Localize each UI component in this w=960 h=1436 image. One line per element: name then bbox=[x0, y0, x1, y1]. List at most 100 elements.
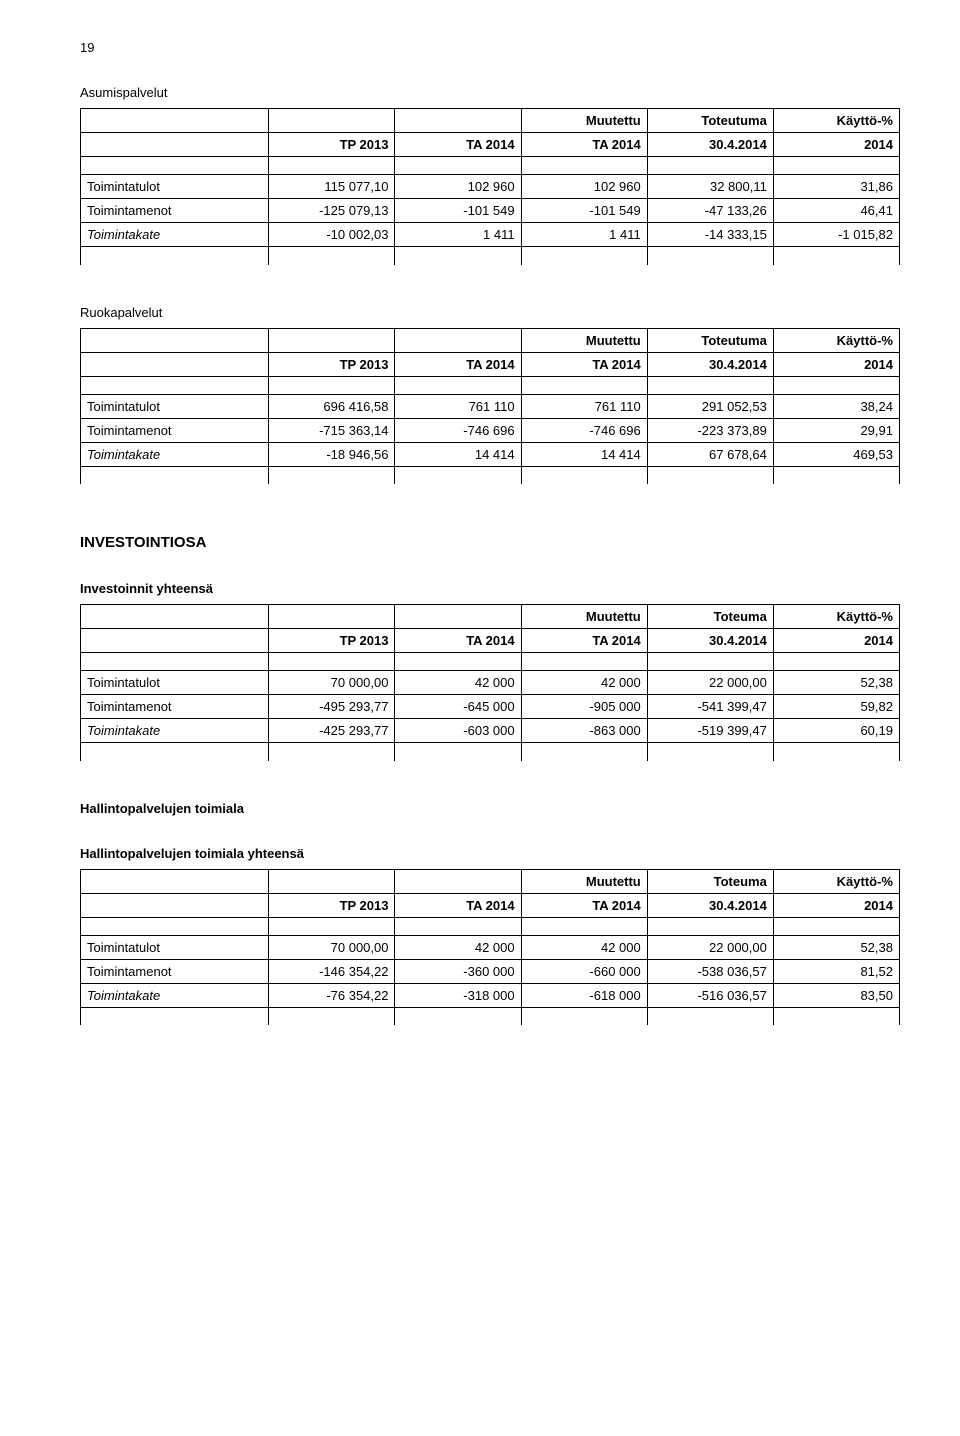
hdr-tp2013-top bbox=[269, 109, 395, 133]
cell: -660 000 bbox=[521, 959, 647, 983]
cell: -1 015,82 bbox=[773, 223, 899, 247]
table-header-row: Muutettu Toteuma Käyttö-% bbox=[81, 869, 900, 893]
hdr: 30.4.2014 bbox=[647, 893, 773, 917]
hdr-blank bbox=[81, 869, 269, 893]
hdr-tp2013: TP 2013 bbox=[269, 133, 395, 157]
cell: 761 110 bbox=[521, 394, 647, 418]
table-investoinnit-yht: Muutettu Toteuma Käyttö-% TP 2013 TA 201… bbox=[80, 604, 900, 761]
hdr: Muutettu bbox=[521, 869, 647, 893]
spacer-row bbox=[81, 376, 900, 394]
table-hallinto-yht: Muutettu Toteuma Käyttö-% TP 2013 TA 201… bbox=[80, 869, 900, 1026]
hdr bbox=[269, 869, 395, 893]
cell: -618 000 bbox=[521, 983, 647, 1007]
hdr: TA 2014 bbox=[395, 893, 521, 917]
hdr: TA 2014 bbox=[521, 893, 647, 917]
hdr-ta2014: TA 2014 bbox=[395, 133, 521, 157]
spacer-row bbox=[81, 653, 900, 671]
cell: 14 414 bbox=[521, 442, 647, 466]
cell: 60,19 bbox=[773, 719, 899, 743]
cell: -101 549 bbox=[395, 199, 521, 223]
hdr bbox=[395, 328, 521, 352]
section-title-investointiosa: INVESTOINTIOSA bbox=[80, 534, 900, 551]
section-title-hallinto-yht: Hallintopalvelujen toimiala yhteensä bbox=[80, 846, 900, 861]
hdr-blank bbox=[81, 893, 269, 917]
cell: -76 354,22 bbox=[269, 983, 395, 1007]
spacer-row bbox=[81, 1007, 900, 1025]
cell: -541 399,47 bbox=[647, 695, 773, 719]
table-header-row: TP 2013 TA 2014 TA 2014 30.4.2014 2014 bbox=[81, 133, 900, 157]
hdr: 30.4.2014 bbox=[647, 629, 773, 653]
cell: 52,38 bbox=[773, 935, 899, 959]
cell: 115 077,10 bbox=[269, 175, 395, 199]
hdr: Toteutuma bbox=[647, 328, 773, 352]
cell: -645 000 bbox=[395, 695, 521, 719]
hdr: Käyttö-% bbox=[773, 605, 899, 629]
row-label: Toimintatulot bbox=[81, 935, 269, 959]
hdr: Käyttö-% bbox=[773, 328, 899, 352]
cell: -746 696 bbox=[521, 418, 647, 442]
cell: 59,82 bbox=[773, 695, 899, 719]
hdr: Muutettu bbox=[521, 328, 647, 352]
hdr-blank bbox=[81, 109, 269, 133]
row-label: Toimintamenot bbox=[81, 695, 269, 719]
cell: -47 133,26 bbox=[647, 199, 773, 223]
cell: 696 416,58 bbox=[269, 394, 395, 418]
table-row: Toimintatulot 696 416,58 761 110 761 110… bbox=[81, 394, 900, 418]
table-row: Toimintakate -10 002,03 1 411 1 411 -14 … bbox=[81, 223, 900, 247]
row-label: Toimintatulot bbox=[81, 671, 269, 695]
hdr bbox=[395, 605, 521, 629]
row-label: Toimintatulot bbox=[81, 175, 269, 199]
hdr bbox=[395, 869, 521, 893]
cell: -223 373,89 bbox=[647, 418, 773, 442]
table-header-row: Muutettu Toteuma Käyttö-% bbox=[81, 605, 900, 629]
hdr-toteutuma-top: Toteutuma bbox=[647, 109, 773, 133]
section-title-ruokapalvelut: Ruokapalvelut bbox=[80, 305, 900, 320]
cell: 1 411 bbox=[395, 223, 521, 247]
hdr-blank bbox=[81, 352, 269, 376]
cell: 52,38 bbox=[773, 671, 899, 695]
spacer-row bbox=[81, 917, 900, 935]
hdr: 2014 bbox=[773, 893, 899, 917]
cell: 1 411 bbox=[521, 223, 647, 247]
cell: 67 678,64 bbox=[647, 442, 773, 466]
hdr: TA 2014 bbox=[521, 352, 647, 376]
hdr-toteutuma: 30.4.2014 bbox=[647, 133, 773, 157]
hdr-blank bbox=[81, 328, 269, 352]
cell: -495 293,77 bbox=[269, 695, 395, 719]
table-row: Toimintatulot 70 000,00 42 000 42 000 22… bbox=[81, 935, 900, 959]
spacer-row bbox=[81, 466, 900, 484]
cell: -715 363,14 bbox=[269, 418, 395, 442]
hdr: TA 2014 bbox=[521, 629, 647, 653]
cell: -146 354,22 bbox=[269, 959, 395, 983]
cell: -516 036,57 bbox=[647, 983, 773, 1007]
cell: 22 000,00 bbox=[647, 671, 773, 695]
table-row: Toimintamenot -146 354,22 -360 000 -660 … bbox=[81, 959, 900, 983]
cell: -14 333,15 bbox=[647, 223, 773, 247]
cell: 38,24 bbox=[773, 394, 899, 418]
cell: -101 549 bbox=[521, 199, 647, 223]
hdr-kaytto-top: Käyttö-% bbox=[773, 109, 899, 133]
cell: 42 000 bbox=[521, 671, 647, 695]
hdr: Käyttö-% bbox=[773, 869, 899, 893]
spacer-row bbox=[81, 157, 900, 175]
spacer-row bbox=[81, 247, 900, 265]
cell: 31,86 bbox=[773, 175, 899, 199]
hdr-kaytto: 2014 bbox=[773, 133, 899, 157]
hdr: 2014 bbox=[773, 352, 899, 376]
row-label: Toimintakate bbox=[81, 719, 269, 743]
row-label: Toimintakate bbox=[81, 223, 269, 247]
hdr: Muutettu bbox=[521, 605, 647, 629]
page-number: 19 bbox=[80, 40, 900, 55]
table-asumispalvelut: Muutettu Toteutuma Käyttö-% TP 2013 TA 2… bbox=[80, 108, 900, 265]
table-row: Toimintakate -76 354,22 -318 000 -618 00… bbox=[81, 983, 900, 1007]
cell: -863 000 bbox=[521, 719, 647, 743]
hdr: TP 2013 bbox=[269, 629, 395, 653]
cell: -360 000 bbox=[395, 959, 521, 983]
cell: -746 696 bbox=[395, 418, 521, 442]
hdr: 30.4.2014 bbox=[647, 352, 773, 376]
hdr: TA 2014 bbox=[395, 629, 521, 653]
cell: 42 000 bbox=[395, 671, 521, 695]
hdr-blank bbox=[81, 629, 269, 653]
hdr: TP 2013 bbox=[269, 893, 395, 917]
hdr: TA 2014 bbox=[395, 352, 521, 376]
